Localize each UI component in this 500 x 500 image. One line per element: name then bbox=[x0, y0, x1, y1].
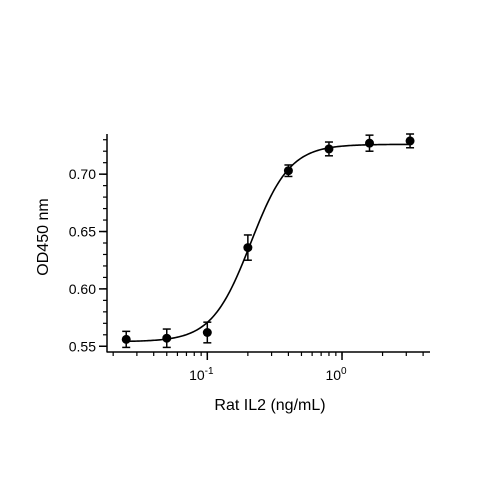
data-point bbox=[162, 333, 172, 343]
labels: Rat IL2 (ng/mL) OD450 nm bbox=[35, 198, 326, 414]
y-tick-label: 0.60 bbox=[69, 281, 96, 297]
data-point bbox=[365, 138, 375, 148]
data-point bbox=[243, 243, 253, 253]
data-point bbox=[121, 334, 131, 344]
fit-curve bbox=[126, 143, 411, 343]
y-tick-label: 0.70 bbox=[69, 166, 96, 182]
y-tick-label: 0.55 bbox=[69, 338, 96, 354]
x-tick-label: 100 bbox=[325, 366, 347, 383]
y-axis-label: OD450 nm bbox=[35, 198, 52, 275]
data-point-group bbox=[324, 141, 334, 157]
data-point bbox=[324, 144, 334, 154]
data-point-group bbox=[405, 133, 415, 149]
y-tick-label: 0.65 bbox=[69, 224, 96, 240]
data-point-group bbox=[121, 330, 131, 349]
data-point-group bbox=[202, 321, 212, 344]
fit-curve-group bbox=[126, 143, 411, 343]
data-point bbox=[202, 327, 212, 337]
x-tick-label: 10-1 bbox=[189, 366, 214, 383]
x-axis-label: Rat IL2 (ng/mL) bbox=[214, 397, 325, 414]
data-point-group bbox=[283, 164, 293, 178]
data-point-group bbox=[243, 234, 253, 261]
data-point bbox=[405, 136, 415, 146]
data-point-group bbox=[365, 134, 375, 152]
data-points bbox=[121, 133, 415, 349]
data-point-group bbox=[162, 328, 172, 349]
axes: 0.55 0.60 0.65 0.70 10-1 100 bbox=[69, 134, 430, 383]
data-point bbox=[283, 166, 293, 176]
